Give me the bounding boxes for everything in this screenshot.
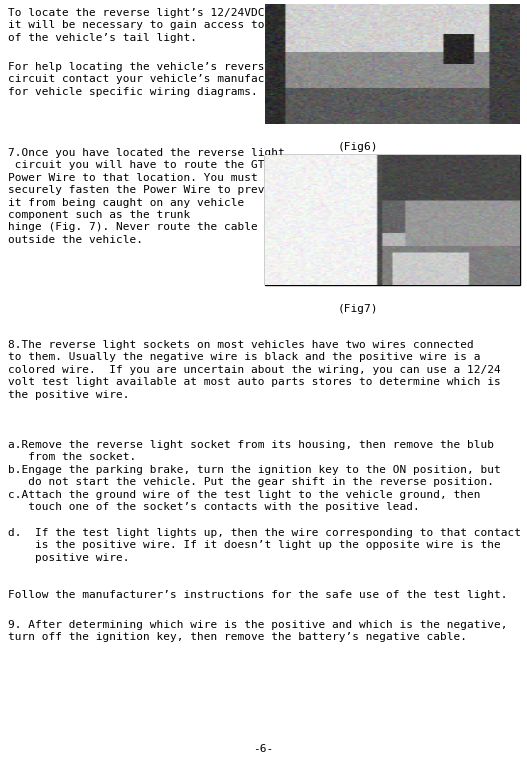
Text: 7.Once you have located the reverse light: 7.Once you have located the reverse ligh… — [8, 148, 285, 158]
Bar — [265, 155, 520, 285]
Text: touch one of the socket’s contacts with the positive lead.: touch one of the socket’s contacts with … — [8, 502, 419, 512]
Text: to them. Usually the negative wire is black and the positive wire is a: to them. Usually the negative wire is bl… — [8, 352, 481, 362]
Text: outside the vehicle.: outside the vehicle. — [8, 235, 143, 245]
Text: positive wire.: positive wire. — [8, 553, 130, 563]
Text: securely fasten the Power Wire to prevent: securely fasten the Power Wire to preven… — [8, 185, 285, 195]
Text: 9. After determining which wire is the positive and which is the negative,: 9. After determining which wire is the p… — [8, 620, 508, 630]
Text: b.Engage the parking brake, turn the ignition key to the ON position, but: b.Engage the parking brake, turn the ign… — [8, 465, 501, 475]
Text: (Fig7): (Fig7) — [338, 304, 378, 314]
Text: from the socket.: from the socket. — [8, 453, 136, 463]
Text: (Fig6): (Fig6) — [338, 142, 378, 152]
Text: do not start the vehicle. Put the gear shift in the reverse position.: do not start the vehicle. Put the gear s… — [8, 477, 494, 487]
Text: c.Attach the ground wire of the test light to the vehicle ground, then: c.Attach the ground wire of the test lig… — [8, 489, 481, 499]
Text: component such as the trunk: component such as the trunk — [8, 210, 190, 220]
Text: it from being caught on any vehicle: it from being caught on any vehicle — [8, 198, 244, 208]
Text: circuit you will have to route the GT4062: circuit you will have to route the GT406… — [8, 160, 291, 170]
Text: volt test light available at most auto parts stores to determine which is: volt test light available at most auto p… — [8, 377, 501, 387]
Text: -6-: -6- — [253, 744, 274, 754]
Text: hinge (Fig. 7). Never route the cable: hinge (Fig. 7). Never route the cable — [8, 222, 258, 232]
Text: turn off the ignition key, then remove the battery’s negative cable.: turn off the ignition key, then remove t… — [8, 633, 467, 643]
Text: circuit contact your vehicle’s manufacturer: circuit contact your vehicle’s manufactu… — [8, 74, 298, 84]
Text: d.  If the test light lights up, then the wire corresponding to that contact: d. If the test light lights up, then the… — [8, 528, 521, 538]
Text: is the positive wire. If it doesn’t light up the opposite wire is the: is the positive wire. If it doesn’t ligh… — [8, 540, 501, 551]
Text: Power Wire to that location. You must: Power Wire to that location. You must — [8, 173, 258, 183]
Text: For help locating the vehicle’s reverse light: For help locating the vehicle’s reverse … — [8, 62, 312, 72]
Text: To locate the reverse light’s 12/24VDC wire: To locate the reverse light’s 12/24VDC w… — [8, 8, 298, 18]
Text: Follow the manufacturer’s instructions for the safe use of the test light.: Follow the manufacturer’s instructions f… — [8, 590, 508, 600]
Text: the positive wire.: the positive wire. — [8, 390, 130, 400]
Text: for vehicle specific wiring diagrams.: for vehicle specific wiring diagrams. — [8, 87, 258, 97]
Text: 8.The reverse light sockets on most vehicles have two wires connected: 8.The reverse light sockets on most vehi… — [8, 340, 474, 350]
Text: Camera’s
Power Cable: Camera’s Power Cable — [272, 175, 346, 197]
Text: of the vehicle’s tail light.: of the vehicle’s tail light. — [8, 33, 197, 43]
Text: colored wire.  If you are uncertain about the wiring, you can use a 12/24: colored wire. If you are uncertain about… — [8, 365, 501, 375]
Text: it will be necessary to gain access to the rear: it will be necessary to gain access to t… — [8, 21, 325, 31]
Text: a.Remove the reverse light socket from its housing, then remove the blub: a.Remove the reverse light socket from i… — [8, 440, 494, 450]
